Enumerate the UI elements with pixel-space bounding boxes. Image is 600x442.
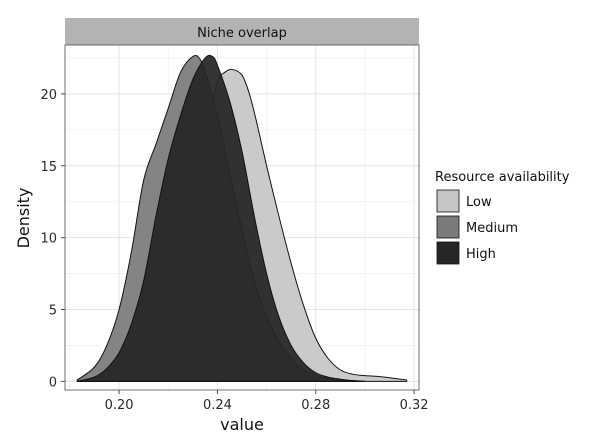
panel-border [64, 44, 420, 391]
y-axis-title: Density [14, 188, 33, 249]
y-tick-label: 5 [49, 304, 57, 319]
legend-label-low: Low [466, 195, 492, 210]
y-tick-label: 0 [49, 375, 57, 390]
legend-label-high: High [466, 247, 496, 262]
x-axis-title: value [220, 415, 264, 434]
x-tick-label: 0.24 [203, 398, 232, 413]
x-axis: 0.20 0.24 0.28 0.32 [105, 390, 429, 413]
facet-title: Niche overlap [197, 26, 287, 41]
y-axis: 0 5 10 15 20 [40, 88, 65, 390]
legend-key-low [436, 189, 460, 213]
y-tick-label: 10 [40, 232, 57, 247]
facet-strip [65, 18, 419, 45]
legend-title: Resource availability [435, 170, 570, 185]
density-area-high [76, 54, 366, 382]
x-tick-label: 0.32 [400, 398, 429, 413]
x-tick-label: 0.20 [105, 398, 134, 413]
y-tick-label: 15 [40, 160, 57, 175]
legend-key-medium [436, 215, 460, 239]
legend: Resource availability Low Medium High [435, 170, 570, 265]
x-tick-label: 0.28 [301, 398, 330, 413]
legend-key-high [436, 241, 460, 265]
y-tick-label: 20 [40, 88, 57, 103]
density-series [76, 54, 408, 382]
legend-label-medium: Medium [466, 221, 518, 236]
